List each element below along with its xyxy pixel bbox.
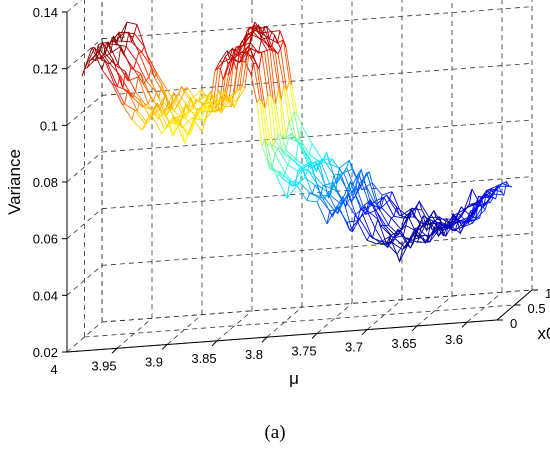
surface-mesh-line (342, 169, 352, 173)
surface-mesh-line (273, 146, 278, 149)
surface-mesh-line (125, 104, 135, 110)
surface-mesh-line (125, 72, 135, 92)
grid-line-floor-x-6 (417, 296, 452, 326)
grid-line-back-h-2 (102, 177, 532, 209)
surface-mesh-line (330, 195, 340, 204)
surface-mesh-line (122, 41, 132, 42)
z-axis-title: Variance (5, 149, 24, 215)
grid-line-floor-x-4 (317, 303, 352, 333)
figure-caption: (a) (264, 422, 285, 443)
z-tick-label: 0.12 (33, 62, 58, 77)
surface-mesh-line (367, 240, 377, 244)
grid-line-floor-x-0 (117, 318, 152, 348)
surface-mesh-line (127, 22, 137, 24)
z-tick-label: 0.04 (33, 288, 58, 303)
surface-mesh-line (262, 32, 272, 33)
x-tick-label: 4 (50, 362, 57, 377)
surface-mesh-line (132, 42, 142, 52)
surface-mesh-line (494, 194, 504, 195)
surface-mesh-line (276, 104, 281, 134)
surface-mesh-line (275, 141, 280, 148)
surface-mesh-line (180, 125, 190, 135)
x-tick-label: 3.7 (345, 340, 363, 355)
x-tick-label: 3.75 (291, 343, 316, 358)
x-tick-label: 3.6 (445, 332, 463, 347)
x-tick-label: 3.95 (91, 358, 116, 373)
surface-mesh-line (296, 159, 306, 167)
surface-mesh-line (183, 115, 193, 125)
grid-line-floor-y-2 (102, 290, 532, 322)
grid-line-back-h-5 (102, 7, 532, 39)
grid-line-back-h-1 (102, 233, 532, 265)
z-tick-label: 0.08 (33, 175, 58, 190)
grid-line-floor-x-7 (467, 292, 502, 322)
z-tick-label: 0.02 (33, 345, 58, 360)
z-tick-label: 0.06 (33, 232, 58, 247)
surface-layer (82, 22, 512, 261)
surface-mesh-line (287, 90, 292, 119)
surface-mesh-line (275, 154, 285, 173)
y-tick-label: 0.5 (528, 301, 546, 316)
x-axis-title: μ (289, 369, 299, 388)
surface-mesh-line (116, 45, 126, 47)
surface-mesh-line (391, 218, 401, 229)
surface-mesh-line (102, 70, 112, 84)
z-tick-label: 0.1 (40, 118, 58, 133)
grid-line-floor-x-2 (217, 311, 252, 341)
x-tick-label: 3.85 (191, 351, 216, 366)
x-tick-label: 3.9 (145, 355, 163, 370)
surface-mesh-line (394, 216, 404, 218)
surface-mesh-line (307, 201, 317, 202)
grid-layer (67, 0, 532, 352)
z-tick-label: 0.14 (33, 5, 58, 20)
surface-mesh-line (132, 120, 142, 130)
y-axis-title: x0 (538, 324, 550, 343)
surface-mesh-line (288, 165, 298, 171)
surface-mesh-line (268, 96, 273, 146)
surface-mesh-line (128, 77, 138, 81)
surface-mesh-line (302, 126, 312, 144)
surface-mesh-line (122, 104, 132, 120)
y-tick-label: 0 (510, 316, 517, 331)
y-tick-label: 1 (545, 286, 550, 301)
surface-mesh-line (389, 200, 399, 215)
x-tick-label: 3.65 (391, 336, 416, 351)
surface-mesh-line (124, 54, 134, 69)
surface-mesh-line (297, 114, 302, 126)
surface-mesh-line (272, 31, 280, 32)
surface-mesh-line (437, 219, 447, 220)
surface-mesh-line (135, 110, 145, 124)
surface-mesh-line (382, 192, 392, 195)
x-tick-label: 3.8 (245, 347, 263, 362)
surface-mesh-line (126, 46, 136, 60)
